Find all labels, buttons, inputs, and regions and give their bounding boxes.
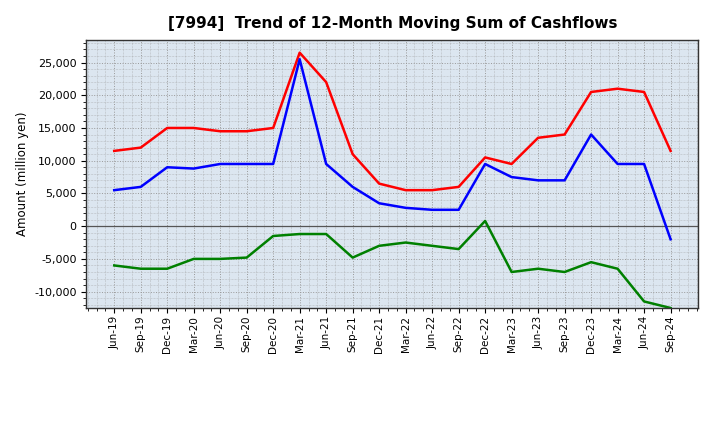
Investing Cashflow <box>110 263 119 268</box>
Free Cashflow <box>534 178 542 183</box>
Operating Cashflow <box>136 145 145 150</box>
Free Cashflow <box>613 161 622 167</box>
Investing Cashflow <box>481 218 490 224</box>
Investing Cashflow <box>322 231 330 237</box>
Free Cashflow <box>189 166 198 171</box>
Operating Cashflow <box>295 50 304 55</box>
Free Cashflow <box>640 161 649 167</box>
Operating Cashflow <box>401 187 410 193</box>
Investing Cashflow <box>560 269 569 275</box>
Operating Cashflow <box>481 155 490 160</box>
Free Cashflow <box>269 161 277 167</box>
Operating Cashflow <box>189 125 198 131</box>
Operating Cashflow <box>428 187 436 193</box>
Investing Cashflow <box>428 243 436 249</box>
Investing Cashflow <box>269 233 277 238</box>
Operating Cashflow <box>243 128 251 134</box>
Investing Cashflow <box>640 299 649 304</box>
Free Cashflow <box>587 132 595 137</box>
Y-axis label: Amount (million yen): Amount (million yen) <box>16 112 29 236</box>
Investing Cashflow <box>189 256 198 261</box>
Operating Cashflow <box>613 86 622 92</box>
Investing Cashflow <box>534 266 542 271</box>
Investing Cashflow <box>216 256 225 261</box>
Line: Investing Cashflow: Investing Cashflow <box>114 221 670 308</box>
Free Cashflow <box>454 207 463 213</box>
Operating Cashflow <box>269 125 277 131</box>
Investing Cashflow <box>666 305 675 311</box>
Investing Cashflow <box>375 243 384 249</box>
Operating Cashflow <box>110 148 119 154</box>
Operating Cashflow <box>322 80 330 85</box>
Investing Cashflow <box>136 266 145 271</box>
Investing Cashflow <box>295 231 304 237</box>
Line: Free Cashflow: Free Cashflow <box>114 59 670 239</box>
Free Cashflow <box>136 184 145 190</box>
Free Cashflow <box>481 161 490 167</box>
Investing Cashflow <box>587 260 595 265</box>
Free Cashflow <box>428 207 436 213</box>
Operating Cashflow <box>508 161 516 167</box>
Operating Cashflow <box>375 181 384 186</box>
Investing Cashflow <box>454 246 463 252</box>
Operating Cashflow <box>640 89 649 95</box>
Operating Cashflow <box>348 151 357 157</box>
Operating Cashflow <box>534 135 542 140</box>
Free Cashflow <box>216 161 225 167</box>
Free Cashflow <box>560 178 569 183</box>
Investing Cashflow <box>508 269 516 275</box>
Investing Cashflow <box>163 266 171 271</box>
Free Cashflow <box>666 237 675 242</box>
Operating Cashflow <box>163 125 171 131</box>
Investing Cashflow <box>348 255 357 260</box>
Title: [7994]  Trend of 12-Month Moving Sum of Cashflows: [7994] Trend of 12-Month Moving Sum of C… <box>168 16 617 32</box>
Free Cashflow <box>110 187 119 193</box>
Free Cashflow <box>401 205 410 210</box>
Free Cashflow <box>348 184 357 190</box>
Investing Cashflow <box>401 240 410 245</box>
Line: Operating Cashflow: Operating Cashflow <box>114 53 670 190</box>
Free Cashflow <box>163 165 171 170</box>
Investing Cashflow <box>243 255 251 260</box>
Operating Cashflow <box>560 132 569 137</box>
Operating Cashflow <box>666 148 675 154</box>
Free Cashflow <box>322 161 330 167</box>
Free Cashflow <box>243 161 251 167</box>
Free Cashflow <box>508 174 516 180</box>
Free Cashflow <box>375 201 384 206</box>
Investing Cashflow <box>613 266 622 271</box>
Operating Cashflow <box>587 89 595 95</box>
Operating Cashflow <box>216 128 225 134</box>
Operating Cashflow <box>454 184 463 190</box>
Free Cashflow <box>295 57 304 62</box>
